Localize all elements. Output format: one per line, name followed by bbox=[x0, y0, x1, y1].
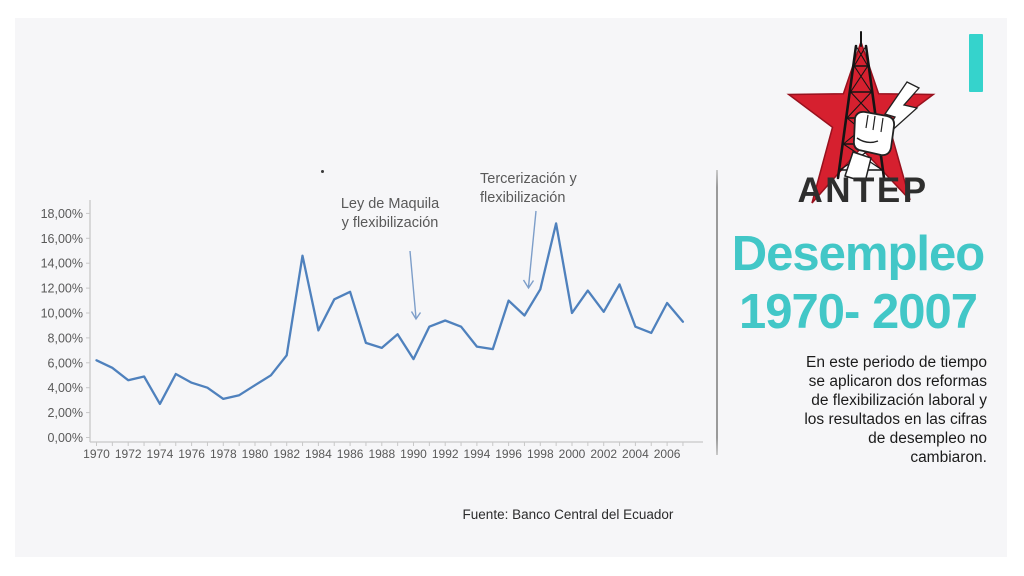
body-line: En este periodo de tiempo bbox=[806, 354, 987, 371]
svg-text:2006: 2006 bbox=[654, 447, 681, 461]
svg-text:1996: 1996 bbox=[495, 447, 522, 461]
body-line: se aplicaron dos reformas bbox=[808, 373, 987, 390]
desempleo-series-line bbox=[95, 222, 685, 406]
svg-text:2000: 2000 bbox=[559, 447, 586, 461]
svg-text:12,00%: 12,00% bbox=[41, 282, 83, 296]
svg-text:1992: 1992 bbox=[432, 447, 459, 461]
slide-title-line1: Desempleo bbox=[731, 227, 985, 281]
slide-body-text: En este periodo de tiempo se aplicaron d… bbox=[725, 353, 987, 467]
svg-text:1998: 1998 bbox=[527, 447, 554, 461]
annotation-line: flexibilización bbox=[480, 189, 566, 206]
slide-title: Desempleo 1970- 2007 bbox=[722, 226, 994, 342]
svg-text:0,00%: 0,00% bbox=[48, 431, 83, 445]
svg-text:1988: 1988 bbox=[368, 447, 395, 461]
annotation-line: Tercerización y bbox=[480, 171, 577, 187]
svg-text:2002: 2002 bbox=[590, 447, 617, 461]
svg-text:8,00%: 8,00% bbox=[48, 331, 83, 345]
y-axis-labels: 0,00% 2,00% 4,00% 6,00% 8,00% 10,00% 12,00% 14,… bbox=[41, 207, 90, 445]
annotation-tercerizacion: Tercerización y flexibilización bbox=[480, 170, 610, 207]
svg-text:10,00%: 10,00% bbox=[41, 307, 83, 321]
x-axis-labels: 1970 1972 1974 1976 1978 1980 1982 1984 1986 1988… bbox=[83, 447, 681, 461]
fist-icon bbox=[844, 110, 896, 183]
chart-axes bbox=[89, 200, 703, 446]
body-line: los resultados en las cifras bbox=[804, 411, 987, 428]
svg-text:18,00%: 18,00% bbox=[41, 207, 83, 221]
svg-text:1986: 1986 bbox=[337, 447, 364, 461]
svg-text:2004: 2004 bbox=[622, 447, 649, 461]
svg-text:14,00%: 14,00% bbox=[41, 257, 83, 271]
source-citation: Fuente: Banco Central del Ecuador bbox=[462, 507, 674, 522]
svg-text:4,00%: 4,00% bbox=[48, 381, 83, 395]
svg-text:1984: 1984 bbox=[305, 447, 332, 461]
annotation-arrows bbox=[409, 210, 537, 321]
annotation-line: Ley de Maquila bbox=[340, 196, 440, 212]
svg-text:1982: 1982 bbox=[273, 447, 300, 461]
svg-text:1980: 1980 bbox=[242, 447, 269, 461]
svg-text:6,00%: 6,00% bbox=[48, 356, 83, 370]
svg-text:16,00%: 16,00% bbox=[41, 232, 83, 246]
teal-accent-bar bbox=[969, 34, 983, 92]
svg-text:1974: 1974 bbox=[147, 447, 174, 461]
body-line: de flexibilización laboral y bbox=[811, 392, 987, 409]
annotation-ley-de-maquila: Ley de Maquila y flexibilización bbox=[329, 195, 451, 232]
svg-text:1972: 1972 bbox=[115, 447, 142, 461]
svg-text:1990: 1990 bbox=[400, 447, 427, 461]
svg-text:2,00%: 2,00% bbox=[48, 406, 83, 420]
antep-logo: ANTEP bbox=[786, 31, 936, 210]
annotation-line: y flexibilización bbox=[341, 214, 439, 231]
svg-text:1970: 1970 bbox=[83, 447, 110, 461]
body-line: cambiaron. bbox=[910, 449, 987, 466]
logo-wordmark: ANTEP bbox=[797, 171, 928, 210]
body-line: de desempleo no bbox=[868, 430, 987, 447]
svg-text:1976: 1976 bbox=[178, 447, 205, 461]
svg-text:1978: 1978 bbox=[210, 447, 237, 461]
svg-text:1994: 1994 bbox=[464, 447, 491, 461]
vertical-divider bbox=[716, 170, 718, 455]
stray-dot-mark bbox=[321, 170, 324, 173]
slide-title-line2: 1970- 2007 bbox=[739, 284, 978, 339]
unemployment-line-chart: 0,00% 2,00% 4,00% 6,00% 8,00% 10,00% 12,00% 14,… bbox=[41, 200, 703, 461]
